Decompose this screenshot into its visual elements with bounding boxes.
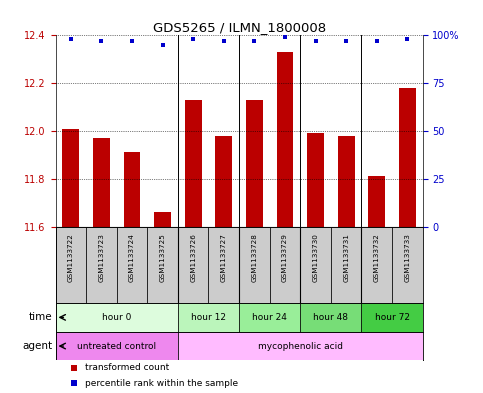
Point [220,38,227,44]
Text: hour 72: hour 72 [374,313,410,322]
Point [281,34,289,40]
Text: GSM1133726: GSM1133726 [190,233,196,281]
Point [312,38,319,44]
Text: hour 48: hour 48 [313,313,348,322]
Text: hour 0: hour 0 [102,313,131,322]
Text: GSM1133732: GSM1133732 [374,233,380,281]
Text: GSM1133730: GSM1133730 [313,233,319,281]
Bar [56,226,86,303]
Bar [86,226,117,303]
Bar [209,226,239,303]
Text: GSM1133727: GSM1133727 [221,233,227,281]
Bar [307,133,324,226]
Bar [331,226,361,303]
Point [189,36,197,42]
Point [98,38,105,44]
Point [128,38,136,44]
Bar [361,303,423,332]
Text: GSM1133733: GSM1133733 [404,233,411,281]
Point [373,38,381,44]
Bar [154,212,171,226]
Bar [215,136,232,226]
Bar [185,100,201,226]
Bar [270,226,300,303]
Text: untreated control: untreated control [77,342,156,351]
Bar [300,226,331,303]
Text: GSM1133728: GSM1133728 [251,233,257,281]
Text: GSM1133723: GSM1133723 [99,233,104,281]
Text: agent: agent [22,341,53,351]
Text: time: time [29,312,53,322]
Bar [147,226,178,303]
Bar [239,226,270,303]
Point [70,364,78,371]
Bar [93,138,110,226]
Bar [246,100,263,226]
Title: GDS5265 / ILMN_1800008: GDS5265 / ILMN_1800008 [153,21,326,34]
Bar [369,176,385,226]
Bar [392,226,423,303]
Bar [117,226,147,303]
Bar [178,332,423,360]
Bar [178,303,239,332]
Bar [277,52,293,226]
Text: GSM1133731: GSM1133731 [343,233,349,281]
Point [70,380,78,386]
Bar [399,88,416,226]
Bar [56,303,178,332]
Point [159,42,167,48]
Bar [124,152,141,226]
Point [251,38,258,44]
Text: GSM1133724: GSM1133724 [129,233,135,281]
Bar [178,226,209,303]
Point [403,36,411,42]
Point [67,36,75,42]
Bar [300,303,361,332]
Bar [338,136,355,226]
Bar [56,332,178,360]
Text: transformed count: transformed count [85,363,169,372]
Text: GSM1133722: GSM1133722 [68,233,74,281]
Point [342,38,350,44]
Bar [239,303,300,332]
Bar [62,129,79,226]
Text: GSM1133725: GSM1133725 [159,233,166,281]
Bar [361,226,392,303]
Text: hour 24: hour 24 [252,313,287,322]
Text: GSM1133729: GSM1133729 [282,233,288,281]
Text: percentile rank within the sample: percentile rank within the sample [85,379,238,388]
Text: hour 12: hour 12 [191,313,226,322]
Text: mycophenolic acid: mycophenolic acid [258,342,343,351]
